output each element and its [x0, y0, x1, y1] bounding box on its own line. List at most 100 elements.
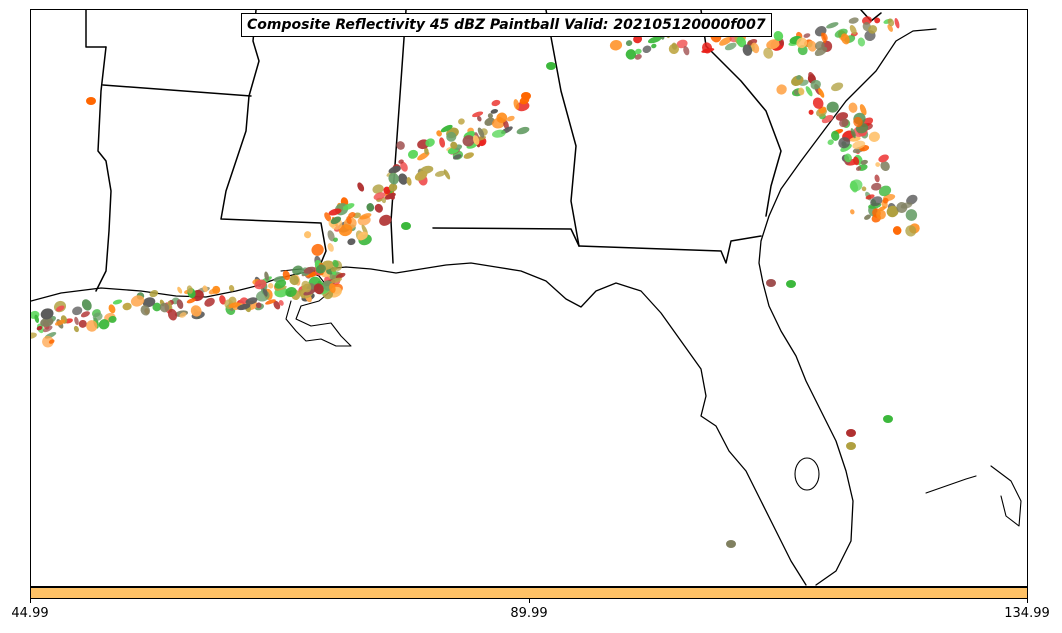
paintball-cell [142, 297, 156, 308]
paintball-cell [327, 243, 334, 252]
paintball-cell [159, 302, 170, 313]
paintball-cell [878, 154, 889, 163]
paintball-cell [807, 40, 817, 52]
paintball-cell [831, 82, 844, 92]
paintball-cell [861, 16, 873, 25]
paintball-cell [676, 39, 688, 49]
paintball-cell [846, 429, 856, 437]
map-title: Composite Reflectivity 45 dBZ Paintball … [241, 13, 772, 37]
paintball-cell [186, 285, 193, 294]
paintball-cell [86, 320, 98, 332]
paintball-cell [282, 270, 291, 281]
colorbar-tick-label-max: 134.99 [1004, 606, 1050, 621]
paintball-cell [327, 230, 335, 242]
paintball-cell [642, 45, 652, 54]
paintball-cell [472, 135, 480, 145]
paintball-cell [452, 154, 462, 160]
paintball-cell [724, 42, 737, 51]
paintball-cell [202, 285, 208, 292]
paintball-cell [887, 18, 895, 27]
paintball-cell [647, 36, 662, 44]
florida-keys [925, 475, 977, 494]
paintball-cell [179, 312, 187, 318]
paintball-cell [31, 332, 37, 339]
paintball-cell [313, 283, 324, 295]
paintball-cell [388, 183, 398, 192]
paintball-cell [73, 325, 79, 333]
coastline-florida-east [758, 28, 937, 586]
paintball-cell [633, 34, 643, 44]
paintball-cell [373, 192, 386, 200]
paintball-cell [379, 214, 392, 226]
paintball-cell [212, 285, 221, 294]
paintball-cell [736, 36, 747, 48]
paintball-cell [255, 302, 262, 309]
paintball-cell [149, 290, 159, 298]
paintball-cell [237, 303, 251, 311]
paintball-cell [808, 71, 816, 84]
paintball-cell [424, 147, 429, 155]
paintball-cell [609, 40, 623, 51]
paintball-cell [406, 177, 412, 186]
paintball-cell [140, 305, 151, 316]
paintball-cell [491, 99, 501, 107]
paintball-cell [874, 17, 881, 24]
paintball-cell [625, 49, 637, 60]
paintball-cell [808, 109, 814, 115]
paintball-cell [487, 113, 493, 119]
coastline-gulf-west [31, 262, 807, 586]
paintball-cell [301, 280, 312, 293]
colorbar [30, 587, 1028, 599]
paintball-cell [850, 209, 855, 215]
paintball-cell [74, 316, 79, 326]
paintball-cell [546, 62, 556, 70]
paintball-cell [439, 137, 446, 148]
paintball-cell [876, 209, 886, 220]
paintball-cell [347, 238, 356, 246]
paintball-cell [72, 306, 83, 316]
paintball-cell [827, 139, 834, 145]
paintball-cell [515, 101, 530, 112]
paintball-cell [40, 308, 54, 320]
colorbar-tick-label-min: 44.99 [11, 606, 49, 621]
paintball-cell [55, 305, 65, 312]
paintball-cell [905, 225, 917, 237]
paintball-cell [330, 216, 342, 225]
paintball-cell [853, 116, 863, 128]
paintball-cell [882, 197, 889, 204]
bahamas [990, 465, 1022, 527]
paintball-cell [796, 75, 802, 80]
paintball-cell [92, 312, 103, 321]
paintball-cell [372, 184, 384, 194]
paintball-cell [267, 283, 274, 289]
al-ga-border [545, 10, 580, 247]
paintball-cell [330, 266, 337, 272]
paintball-cell [853, 156, 860, 166]
paintball-cell [81, 299, 92, 311]
paintball-cell [400, 161, 408, 172]
paintball-cell [388, 172, 399, 185]
tx-la-border [95, 46, 112, 292]
paintball-cell [414, 170, 428, 181]
paintball-cell [894, 17, 900, 29]
paintball-cell [328, 208, 342, 216]
paintball-cell [338, 224, 353, 237]
paintball-cell [176, 299, 184, 309]
paintball-cell [458, 118, 465, 125]
paintball-cell [48, 339, 55, 344]
paintball-cell [289, 275, 299, 286]
paintball-cell [742, 44, 753, 56]
paintball-cell [846, 442, 856, 450]
paintball-cell [285, 286, 297, 298]
paintball-cell [831, 130, 840, 141]
paintball-cell [245, 297, 258, 305]
paintball-cell [634, 48, 642, 55]
paintball-cell [43, 325, 53, 333]
paintball-cell [477, 127, 485, 138]
paintball-cell [861, 186, 867, 192]
paintball-cell [36, 325, 43, 331]
paintball-cell [477, 115, 482, 122]
paintball-cell [766, 39, 780, 50]
paintball-cell [228, 285, 235, 292]
paintball-cell [763, 47, 774, 59]
